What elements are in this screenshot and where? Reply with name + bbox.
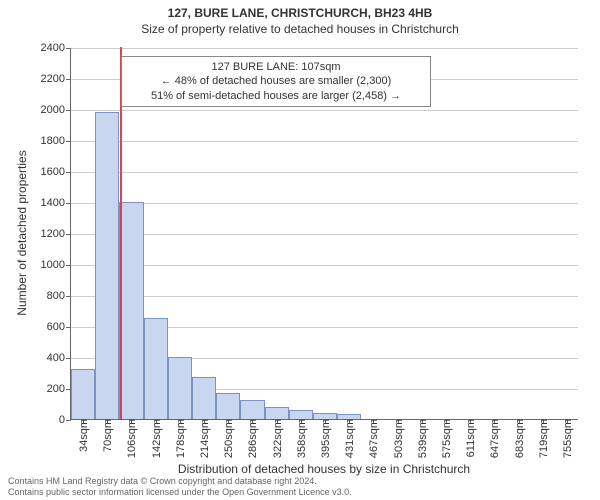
x-tick-label: 395sqm [318, 419, 332, 458]
y-tick-mark [66, 172, 71, 173]
footer-line-1: Contains HM Land Registry data © Crown c… [8, 476, 352, 487]
histogram-bar [265, 407, 289, 419]
x-tick-label: 467sqm [366, 419, 380, 458]
x-tick-label: 142sqm [149, 419, 163, 458]
y-tick-mark [66, 141, 71, 142]
x-tick-label: 250sqm [221, 419, 235, 458]
y-tick-mark [66, 234, 71, 235]
x-tick-label: 539sqm [415, 419, 429, 458]
x-tick-label: 358sqm [294, 419, 308, 458]
y-tick-mark [66, 48, 71, 49]
x-tick-label: 286sqm [245, 419, 259, 458]
x-tick-label: 575sqm [439, 419, 453, 458]
x-tick-label: 683sqm [512, 419, 526, 458]
histogram-bar [289, 410, 313, 419]
histogram-bar [240, 400, 264, 419]
y-tick-mark [66, 79, 71, 80]
x-tick-label: 503sqm [391, 419, 405, 458]
chart-subtitle: Size of property relative to detached ho… [0, 22, 600, 36]
footer-line-2: Contains public sector information licen… [8, 487, 352, 498]
gridline [71, 110, 578, 111]
gridline [71, 48, 578, 49]
footer-attribution: Contains HM Land Registry data © Crown c… [8, 476, 352, 498]
gridline [71, 172, 578, 173]
x-tick-label: 34sqm [76, 419, 90, 452]
gridline [71, 296, 578, 297]
y-tick-mark [66, 296, 71, 297]
histogram-bar [144, 318, 168, 419]
x-tick-label: 322sqm [270, 419, 284, 458]
x-tick-label: 611sqm [463, 419, 477, 457]
y-tick-mark [66, 110, 71, 111]
histogram-bar [95, 112, 119, 419]
histogram-bar [168, 357, 192, 419]
y-tick-mark [66, 358, 71, 359]
x-tick-label: 70sqm [100, 419, 114, 452]
x-tick-label: 214sqm [197, 419, 211, 458]
x-axis-label: Distribution of detached houses by size … [70, 462, 578, 476]
x-tick-label: 755sqm [560, 419, 574, 458]
chart-title: 127, BURE LANE, CHRISTCHURCH, BH23 4HB [0, 6, 600, 20]
annotation-line: ← 48% of detached houses are smaller (2,… [128, 74, 424, 88]
y-tick-mark [66, 327, 71, 328]
x-tick-label: 178sqm [173, 419, 187, 458]
gridline [71, 234, 578, 235]
annotation-line: 127 BURE LANE: 107sqm [128, 60, 424, 74]
annotation-line: 51% of semi-detached houses are larger (… [128, 89, 424, 103]
gridline [71, 265, 578, 266]
x-tick-label: 719sqm [536, 419, 550, 458]
plot-area: 0200400600800100012001400160018002000220… [70, 48, 578, 420]
y-tick-mark [66, 265, 71, 266]
histogram-bar [71, 369, 95, 419]
x-tick-label: 647sqm [487, 419, 501, 458]
x-tick-label: 106sqm [124, 419, 138, 458]
histogram-bar [119, 202, 143, 419]
x-tick-label: 431sqm [342, 419, 356, 458]
y-axis-label: Number of detached properties [15, 83, 29, 383]
histogram-bar [216, 393, 240, 419]
y-tick-mark [66, 203, 71, 204]
gridline [71, 203, 578, 204]
histogram-bar [192, 377, 216, 419]
gridline [71, 141, 578, 142]
annotation-box: 127 BURE LANE: 107sqm← 48% of detached h… [121, 56, 431, 107]
y-tick-mark [66, 420, 71, 421]
